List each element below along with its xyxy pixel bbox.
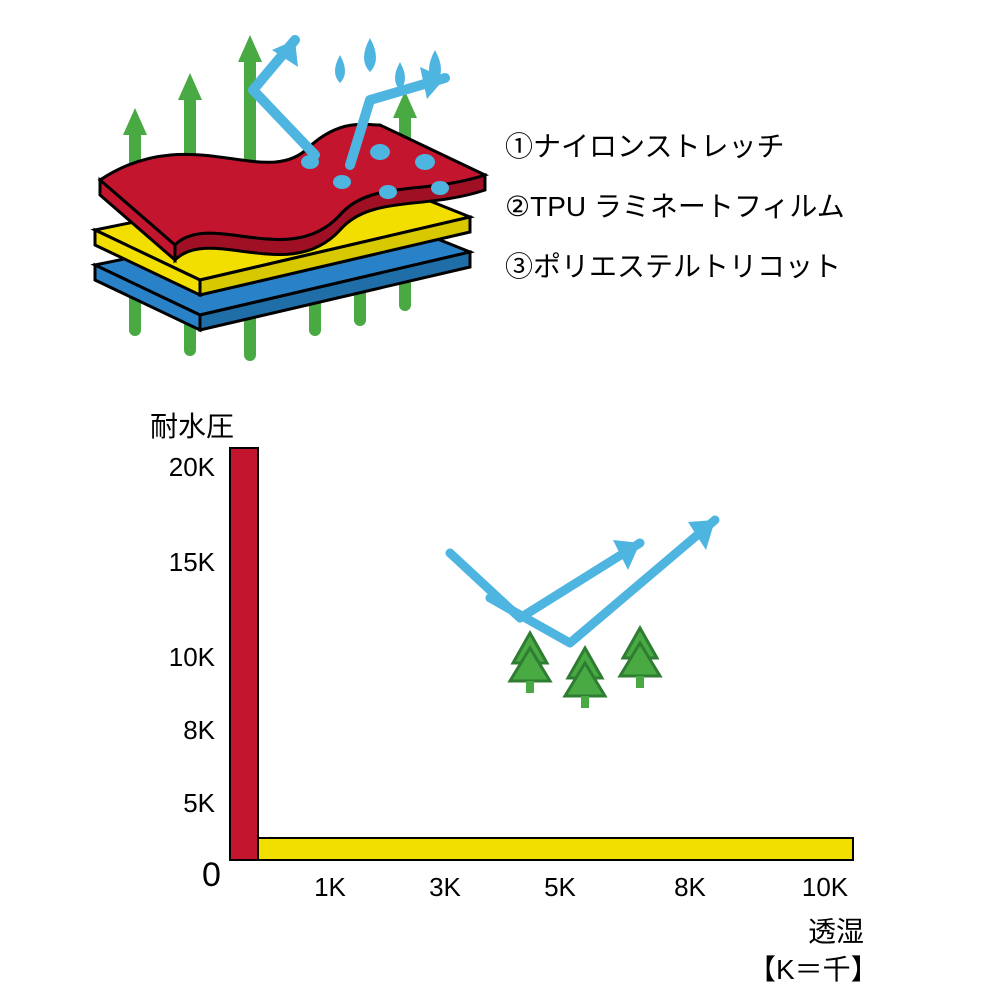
y-tick-5k: 5K: [155, 788, 215, 819]
x-tick-8k: 8K: [660, 872, 720, 903]
chart-bounce-arrows: [450, 520, 715, 643]
y-tick-15k: 15K: [155, 547, 215, 578]
layer-1-label: ①ナイロンストレッチ: [505, 125, 784, 165]
x-tick-5k: 5K: [530, 872, 590, 903]
y-tick-10k: 10K: [155, 642, 215, 673]
layer-3-label: ③ポリエステルトリコット: [505, 245, 841, 285]
x-bar: [258, 838, 853, 860]
chart-trees: [510, 628, 660, 708]
x-tick-3k: 3K: [415, 872, 475, 903]
layer-2-label: ②TPU ラミネートフィルム: [505, 185, 845, 225]
layer-diagram: [40, 20, 540, 380]
chart-x-title: 透湿: [808, 910, 864, 950]
chart-axes: [230, 448, 870, 873]
y-tick-8k: 8K: [155, 715, 215, 746]
chart-note: 【K＝千】: [748, 948, 879, 988]
chart-y-title: 耐水圧: [150, 405, 234, 445]
chart-origin: 0: [202, 856, 221, 895]
y-tick-20k: 20K: [155, 452, 215, 483]
y-bar: [230, 448, 258, 860]
x-tick-1k: 1K: [300, 872, 360, 903]
x-tick-10k: 10K: [790, 872, 860, 903]
